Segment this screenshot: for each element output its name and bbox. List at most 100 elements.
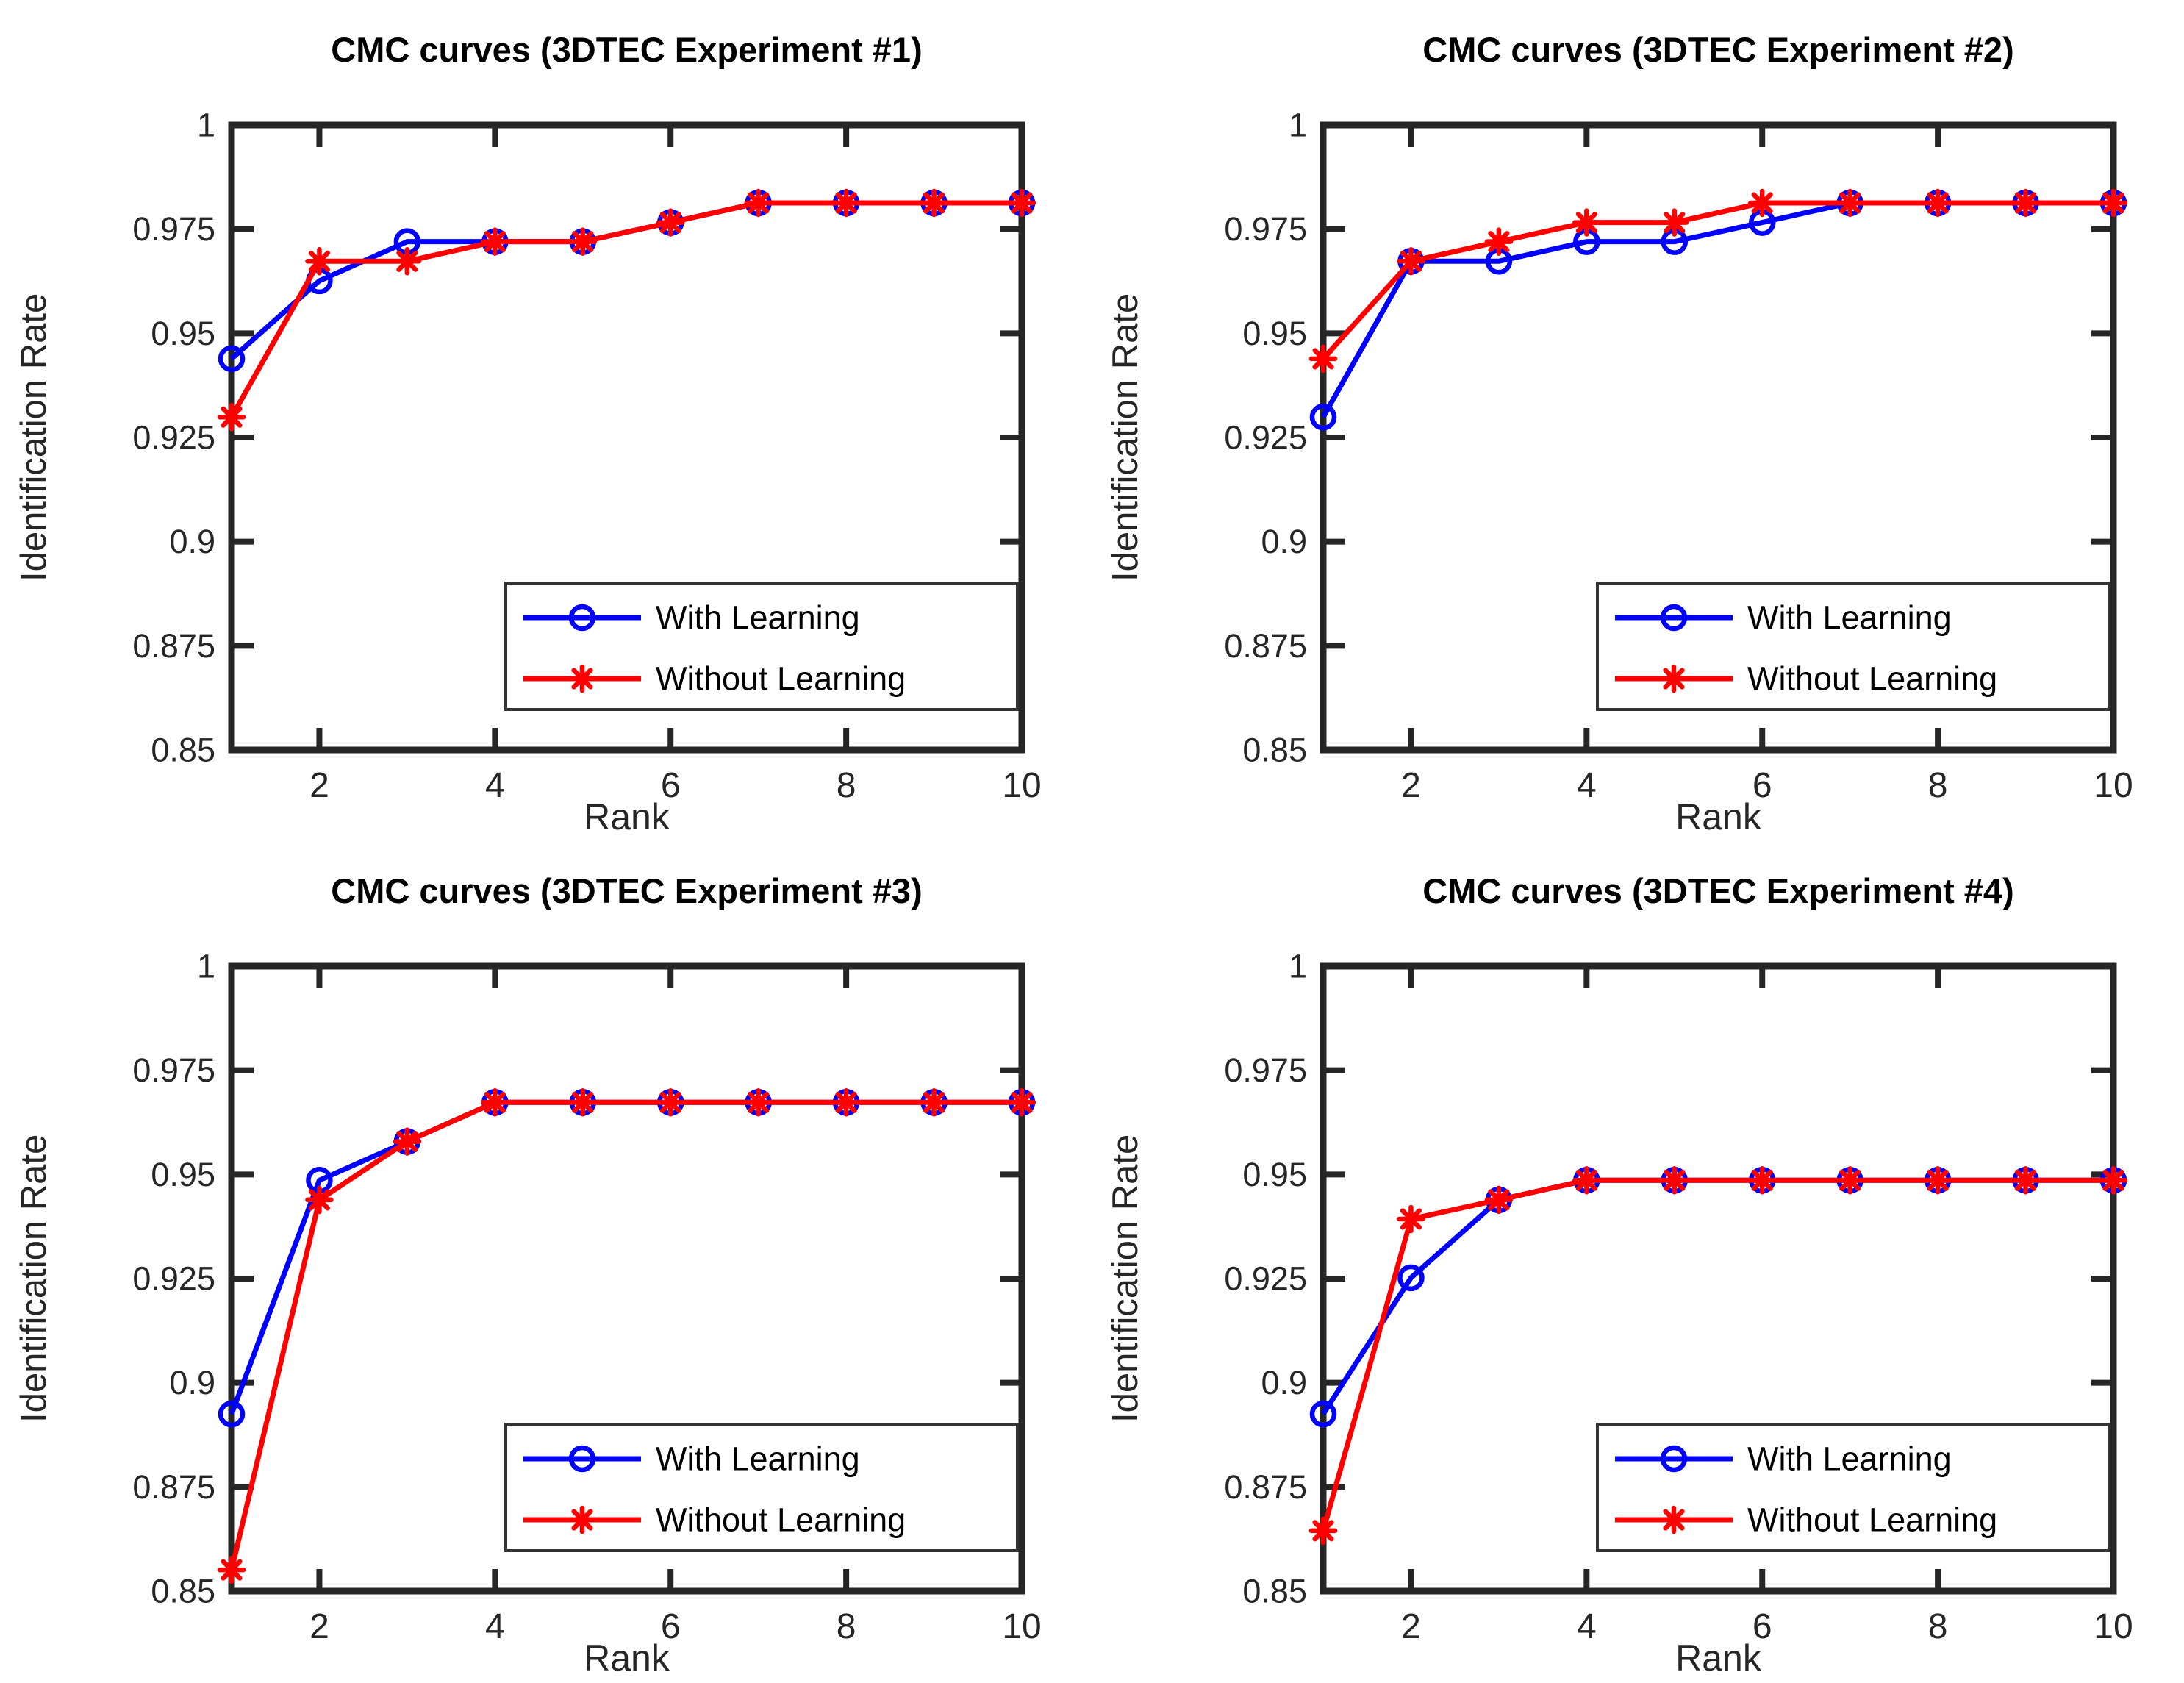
data-point-marker (1397, 1204, 1425, 1234)
x-axis-label: Rank (1675, 1637, 1761, 1679)
y-tick-labels: 0.85 0.875 0.9 0.925 0.95 0.975 1 (1224, 948, 1307, 1610)
data-point-marker (1397, 247, 1425, 276)
y-tick-label: 1 (1289, 948, 1307, 985)
y-tick-label: 0.925 (132, 419, 215, 457)
y-tick-label: 1 (197, 107, 215, 144)
legend-label: Without Learning (1747, 660, 1997, 698)
y-tick-label: 1 (1289, 107, 1307, 144)
data-point-marker (831, 1088, 861, 1117)
plot-area: 2 4 6 8 10 0.85 0.875 0.9 0.925 0.95 0.975 1 With Le… (1224, 948, 2133, 1647)
x-tick-label: 10 (1002, 766, 1041, 805)
x-tick-label: 8 (1928, 766, 1948, 805)
data-point-marker (305, 1185, 334, 1215)
x-tick-labels: 2 4 6 8 10 (309, 766, 1042, 805)
y-tick-label: 0.975 (132, 1051, 215, 1089)
data-point-marker (1484, 1185, 1514, 1215)
data-point-marker (2099, 188, 2128, 218)
series-without-learning (217, 1088, 1036, 1584)
legend-label: With Learning (656, 1440, 860, 1478)
series-with-learning (1309, 189, 2127, 431)
y-tick-label: 0.95 (151, 315, 215, 352)
data-point-marker (1309, 403, 1337, 431)
data-point-marker (1747, 1166, 1777, 1195)
data-point-marker (218, 1400, 246, 1428)
series-line (1320, 1177, 2113, 1532)
plot-area: 2 4 6 8 10 0.85 0.875 0.9 0.925 0.95 0.975 1 With Le… (132, 948, 1041, 1647)
data-point-marker (1397, 1264, 1425, 1292)
data-point-marker (393, 247, 422, 276)
data-point-marker (1572, 208, 1601, 237)
x-tick-label: 2 (309, 766, 329, 805)
y-tick-label: 0.85 (151, 732, 215, 769)
series-line (229, 200, 1022, 418)
data-point-marker (1572, 1166, 1601, 1195)
legend-marker (568, 1505, 597, 1534)
legend-label: Without Learning (656, 1501, 906, 1539)
y-tick-label: 0.875 (132, 1468, 215, 1506)
x-axis-label: Rank (1675, 796, 1761, 837)
legend-label: With Learning (656, 599, 860, 637)
data-point-marker (568, 1088, 598, 1117)
data-point-marker (1923, 1166, 1952, 1195)
legend-marker (568, 664, 597, 693)
x-axis-label: Rank (584, 1637, 670, 1679)
data-point-marker (656, 208, 685, 237)
legend-marker (1659, 664, 1689, 693)
legend-marker (568, 604, 596, 632)
y-tick-label: 0.9 (169, 523, 215, 560)
y-tick-labels: 0.85 0.875 0.9 0.925 0.95 0.975 1 (132, 948, 215, 1610)
data-point-marker (1836, 188, 1864, 218)
x-tick-labels: 2 4 6 8 10 (1401, 1607, 2133, 1646)
legend: With Learning Without Learning (504, 582, 1019, 711)
series-without-learning (1308, 1166, 2128, 1546)
data-point-marker (1660, 1166, 1689, 1195)
x-tick-label: 6 (1752, 766, 1772, 805)
data-point-marker (1660, 208, 1689, 237)
chart-title: CMC curves (3DTEC Experiment #3) (331, 871, 923, 910)
y-tick-label: 0.95 (151, 1156, 215, 1193)
data-point-marker (218, 345, 246, 373)
series-line (229, 200, 1022, 361)
subplot-experiment-3: CMC curves (3DTEC Experiment #3) Identif… (0, 841, 1092, 1683)
chart-title: CMC curves (3DTEC Experiment #2) (1422, 30, 2014, 69)
x-tick-label: 8 (1928, 1607, 1948, 1646)
x-tick-label: 10 (2094, 1607, 2133, 1646)
series-with-learning (218, 189, 1036, 373)
x-tick-labels: 2 4 6 8 10 (1401, 766, 2133, 805)
y-tick-labels: 0.85 0.875 0.9 0.925 0.95 0.975 1 (1224, 107, 1307, 769)
data-point-marker (831, 188, 861, 218)
subplot-experiment-4: CMC curves (3DTEC Experiment #4) Identif… (1092, 841, 2184, 1683)
data-point-marker (481, 227, 509, 256)
y-tick-label: 0.875 (1224, 1468, 1307, 1506)
legend-label: Without Learning (656, 660, 906, 698)
series-line (229, 1099, 1022, 1415)
x-tick-label: 6 (661, 766, 681, 805)
y-tick-label: 0.975 (1224, 1051, 1307, 1089)
x-tick-label: 10 (1002, 1607, 1041, 1646)
x-tick-label: 2 (1401, 1607, 1421, 1646)
y-tick-label: 0.925 (132, 1260, 215, 1298)
y-tick-label: 0.925 (1224, 1260, 1307, 1298)
x-tick-label: 4 (1577, 1607, 1597, 1646)
legend-marker (1659, 1505, 1689, 1534)
legend-marker (568, 1445, 596, 1473)
data-point-marker (1007, 188, 1036, 218)
x-tick-label: 2 (309, 1607, 329, 1646)
legend: With Learning Without Learning (1596, 1423, 2110, 1552)
data-point-marker (920, 1088, 948, 1117)
y-tick-labels: 0.85 0.875 0.9 0.925 0.95 0.975 1 (132, 107, 215, 769)
y-tick-label: 0.875 (1224, 627, 1307, 665)
legend-marker (1660, 604, 1688, 632)
data-point-marker (1308, 1516, 1338, 1546)
series-without-learning (1308, 188, 2128, 374)
y-tick-label: 0.85 (1242, 732, 1307, 769)
data-point-marker (1309, 1400, 1337, 1428)
data-point-marker (1923, 188, 1952, 218)
x-tick-label: 8 (837, 766, 856, 805)
subplot-experiment-1: CMC curves (3DTEC Experiment #1) Identif… (0, 0, 1092, 841)
y-tick-label: 0.9 (1261, 523, 1307, 560)
y-tick-label: 0.975 (1224, 210, 1307, 248)
data-point-marker (656, 1088, 685, 1117)
y-tick-label: 0.925 (1224, 419, 1307, 457)
